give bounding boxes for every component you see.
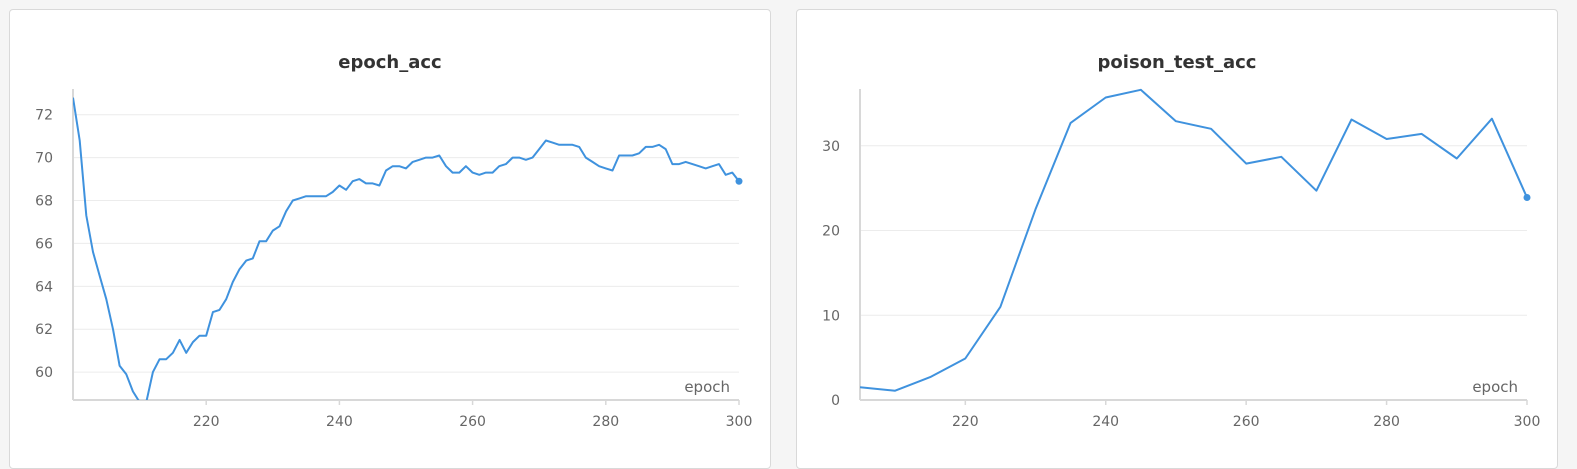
y-tick-label: 30 [822,139,840,155]
last-point-marker [735,177,743,185]
x-tick-label: 240 [1092,414,1119,430]
epoch-acc-plot: 60 62 64 66 68 70 72 220 240 260 280 300 epoch [35,89,753,430]
poison-test-acc-chart-panel: poison_test_acc 0 10 20 30 220 240 260 280 300 ep… [796,9,1558,469]
y-tick-label: 62 [35,322,53,338]
x-tick-label: 260 [1233,414,1260,430]
x-tick-label: 300 [726,414,753,430]
x-tick-label: 220 [952,414,979,430]
y-tick-label: 0 [831,393,840,409]
y-tick-label: 64 [35,279,53,295]
chart-title: epoch_acc [338,52,442,73]
epoch-acc-chart-panel: epoch_acc 60 62 64 66 68 70 72 220 240 260 280 300 e… [9,9,771,469]
x-axis-label: epoch [684,378,730,396]
y-tick-label: 66 [35,236,53,252]
y-tick-label: 72 [35,108,53,124]
y-tick-label: 60 [35,365,53,381]
series-line [73,97,740,400]
y-tick-label: 70 [35,151,53,167]
series-line [860,88,1528,392]
x-tick-label: 260 [459,414,486,430]
x-tick-label: 220 [193,414,220,430]
last-point-marker [1523,193,1531,201]
x-tick-label: 300 [1514,414,1541,430]
poison-test-acc-plot: 0 10 20 30 220 240 260 280 300 epoch [822,88,1541,430]
y-tick-label: 10 [822,308,840,324]
x-tick-label: 280 [592,414,619,430]
chart-title: poison_test_acc [1097,52,1257,73]
x-tick-label: 280 [1373,414,1400,430]
y-tick-label: 68 [35,194,53,210]
x-tick-label: 240 [326,414,353,430]
x-axis-label: epoch [1472,378,1518,396]
y-tick-label: 20 [822,224,840,240]
